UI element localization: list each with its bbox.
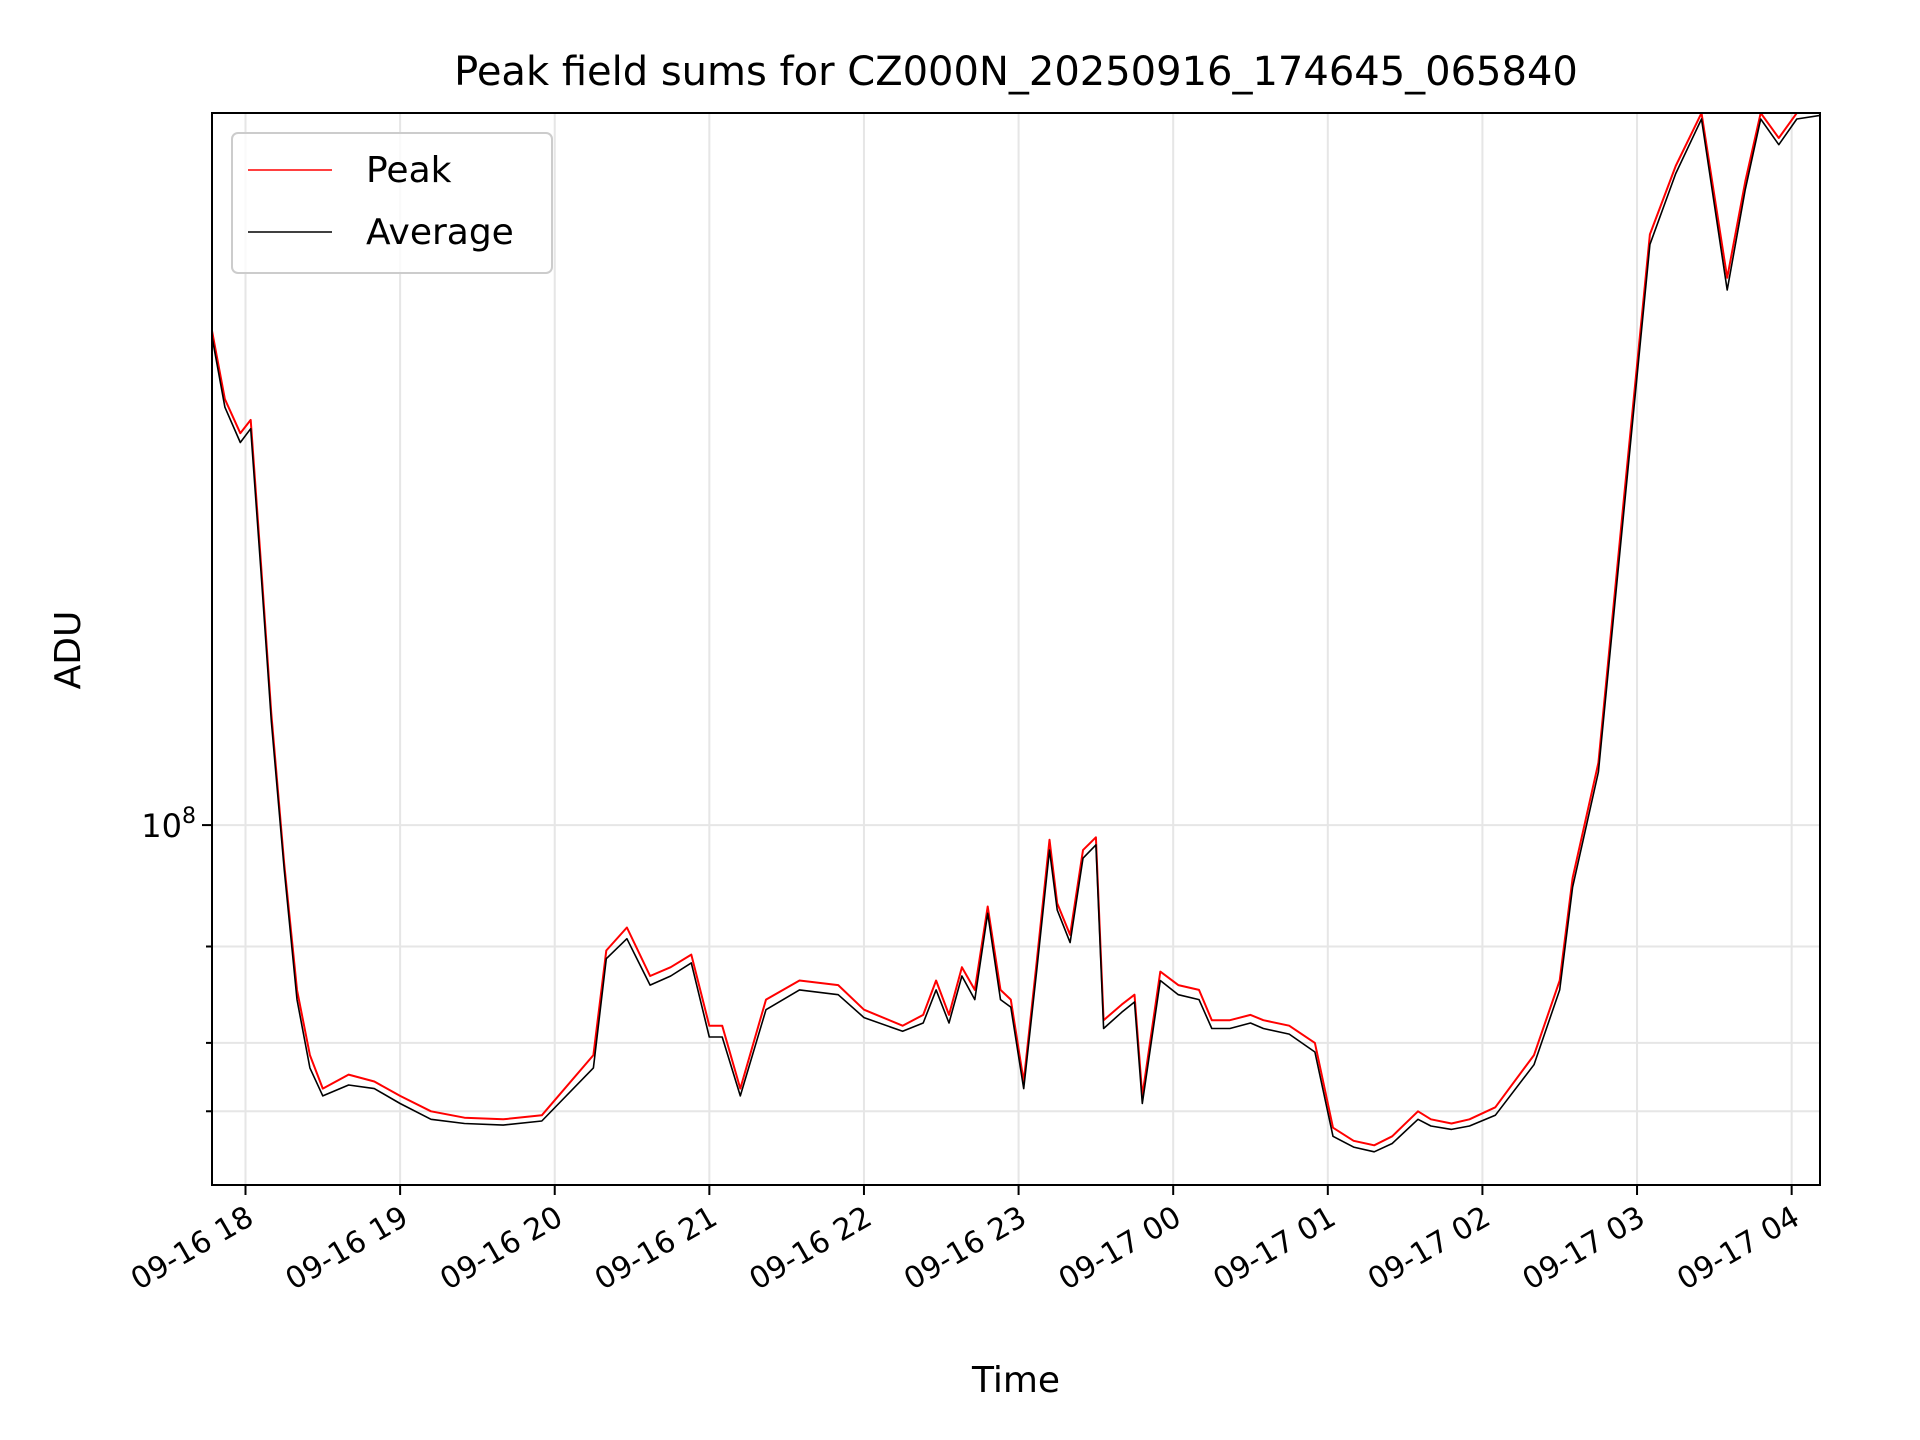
legend-label-average: Average — [366, 212, 514, 253]
x-axis-label: Time — [971, 1360, 1060, 1401]
legend-label-peak: Peak — [366, 150, 452, 191]
plot-area-frame — [211, 112, 1821, 1186]
grid-lines — [212, 113, 1820, 1185]
series-line-average — [212, 114, 1820, 1153]
y-axis-label: ADU — [48, 611, 89, 690]
legend: Peak Average — [231, 132, 553, 274]
y-tick-label: 108 — [141, 804, 196, 845]
series-line-peak — [212, 113, 1820, 1147]
series-layer — [212, 113, 1820, 1153]
legend-box — [231, 132, 553, 274]
y-axis: 108 — [141, 804, 212, 1113]
chart-title: Peak field sums for CZ000N_20250916_1746… — [454, 49, 1578, 95]
